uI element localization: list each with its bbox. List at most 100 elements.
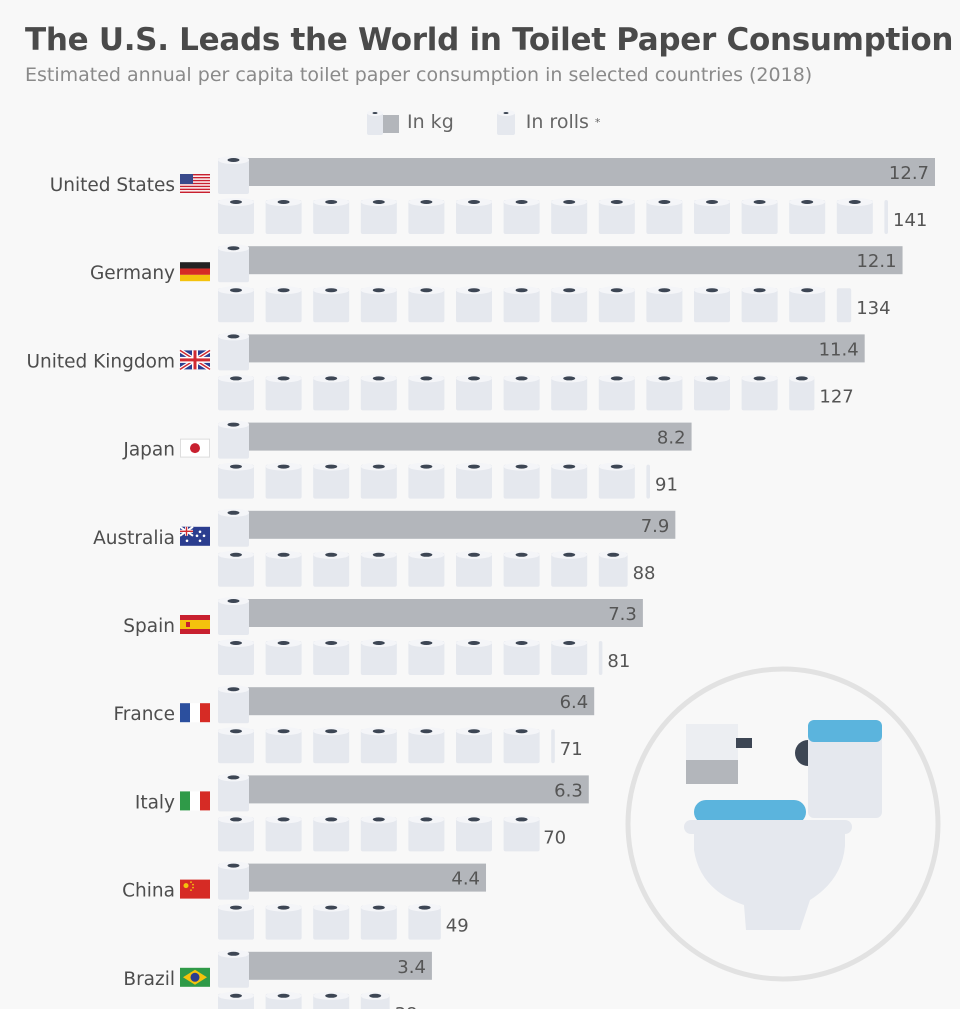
country-label: United Kingdom bbox=[27, 351, 176, 372]
kg-value-label: 11.4 bbox=[819, 339, 859, 360]
kg-bar-roll-icon bbox=[218, 685, 249, 724]
roll-icon bbox=[313, 374, 350, 411]
roll-icon bbox=[313, 639, 350, 675]
country-label: Australia bbox=[93, 528, 175, 549]
kg-legend-icon bbox=[367, 110, 399, 135]
roll-icon bbox=[360, 639, 397, 675]
brazil-flag-icon bbox=[180, 967, 210, 987]
roll-icon bbox=[456, 550, 492, 587]
roll-icon bbox=[218, 903, 254, 940]
roll-icon bbox=[503, 815, 540, 852]
country-row: United Kingdom 11.4 127 bbox=[27, 332, 865, 411]
kg-bar bbox=[248, 246, 903, 275]
kg-bar-roll-icon bbox=[218, 332, 249, 371]
roll-icon bbox=[265, 639, 302, 675]
roll-icon bbox=[551, 198, 588, 234]
roll-icon bbox=[408, 374, 445, 411]
country-label: United States bbox=[50, 175, 175, 196]
roll-icon-partial bbox=[551, 729, 555, 764]
roll-icon bbox=[551, 374, 588, 411]
uk-flag-icon bbox=[178, 348, 212, 372]
roll-icon bbox=[503, 727, 540, 764]
roll-icon bbox=[313, 727, 350, 764]
roll-icon bbox=[265, 286, 302, 323]
country-row: Japan 8.2 91 bbox=[122, 420, 692, 499]
country-label: Spain bbox=[123, 616, 175, 637]
kg-bar bbox=[248, 863, 487, 892]
roll-icon bbox=[265, 374, 302, 411]
rolls-value-label: 49 bbox=[446, 916, 469, 937]
roll-icon bbox=[218, 286, 254, 323]
roll-icon bbox=[313, 550, 350, 587]
country-row: Spain 7.3 81 bbox=[123, 597, 643, 675]
roll-icon bbox=[313, 903, 350, 940]
australia-flag-icon bbox=[179, 525, 210, 546]
roll-icon bbox=[789, 286, 826, 323]
kg-value-label: 4.4 bbox=[451, 869, 480, 890]
roll-icon bbox=[741, 286, 778, 323]
roll-icon bbox=[694, 198, 730, 234]
rolls-value-label: 141 bbox=[893, 210, 927, 231]
toilet-flush-handle bbox=[795, 740, 808, 766]
rolls-value-label: 71 bbox=[560, 739, 583, 760]
roll-icon bbox=[646, 286, 683, 323]
roll-icon bbox=[503, 550, 540, 587]
legend: In kg In rolls * bbox=[365, 106, 600, 138]
roll-icon-partial bbox=[836, 288, 852, 323]
roll-icon bbox=[551, 639, 588, 675]
legend-rolls-marker: * bbox=[594, 115, 601, 129]
country-label: China bbox=[122, 881, 175, 902]
roll-icon bbox=[646, 198, 683, 234]
roll-icon bbox=[360, 462, 397, 499]
roll-icon-partial bbox=[646, 464, 650, 499]
toilet-illustration bbox=[625, 666, 941, 982]
toilet-tank-lid bbox=[808, 720, 882, 742]
kg-bar bbox=[248, 422, 692, 451]
country-row: Australia 7.9 88 bbox=[93, 508, 676, 587]
roll-icon bbox=[598, 374, 635, 411]
roll-icon bbox=[360, 815, 397, 852]
toilet-bowl bbox=[694, 834, 845, 930]
roll-icon bbox=[503, 198, 540, 234]
legend-item-rolls: In rolls * bbox=[494, 107, 601, 137]
kg-bar bbox=[248, 510, 676, 539]
country-row: Italy 6.3 70 bbox=[135, 773, 589, 852]
roll-icon bbox=[313, 198, 350, 234]
roll-icon bbox=[218, 727, 254, 764]
us-flag-icon bbox=[180, 174, 210, 193]
kg-bar-roll-icon bbox=[218, 508, 249, 547]
roll-icon bbox=[551, 550, 588, 587]
chart-rows: United States 12.7 141 Germany 12.1 134 United… bbox=[27, 156, 935, 1009]
roll-icon bbox=[789, 198, 826, 234]
roll-icon bbox=[408, 815, 445, 852]
roll-icon bbox=[218, 374, 254, 411]
kg-bar-roll-icon bbox=[218, 949, 249, 988]
rolls-value-label: 127 bbox=[819, 386, 853, 407]
roll-icon bbox=[503, 639, 540, 675]
paper-holder-arm bbox=[736, 738, 752, 748]
kg-bar bbox=[248, 951, 432, 980]
chart-title: The U.S. Leads the World in Toilet Paper… bbox=[25, 22, 954, 58]
roll-icon bbox=[456, 286, 492, 323]
roll-icon bbox=[741, 374, 778, 411]
roll-icon bbox=[741, 198, 778, 234]
kg-value-label: 12.1 bbox=[856, 251, 896, 272]
roll-icon bbox=[456, 727, 492, 764]
toilet-seat bbox=[684, 820, 852, 834]
roll-icon bbox=[408, 727, 445, 764]
roll-icon bbox=[456, 639, 492, 675]
toilet-tank bbox=[808, 722, 882, 818]
roll-icon bbox=[408, 198, 445, 234]
kg-bar bbox=[248, 158, 935, 186]
kg-bar-roll-icon bbox=[218, 861, 249, 900]
roll-icon bbox=[408, 462, 445, 499]
roll-icon bbox=[218, 815, 254, 852]
roll-icon bbox=[408, 286, 445, 323]
country-row: France 6.4 71 bbox=[113, 685, 595, 764]
roll-icon bbox=[456, 815, 492, 852]
roll-icon bbox=[598, 198, 635, 234]
roll-icon bbox=[598, 286, 635, 323]
roll-icon bbox=[503, 374, 540, 411]
country-label: Brazil bbox=[123, 969, 175, 990]
roll-icon-partial bbox=[408, 903, 441, 940]
